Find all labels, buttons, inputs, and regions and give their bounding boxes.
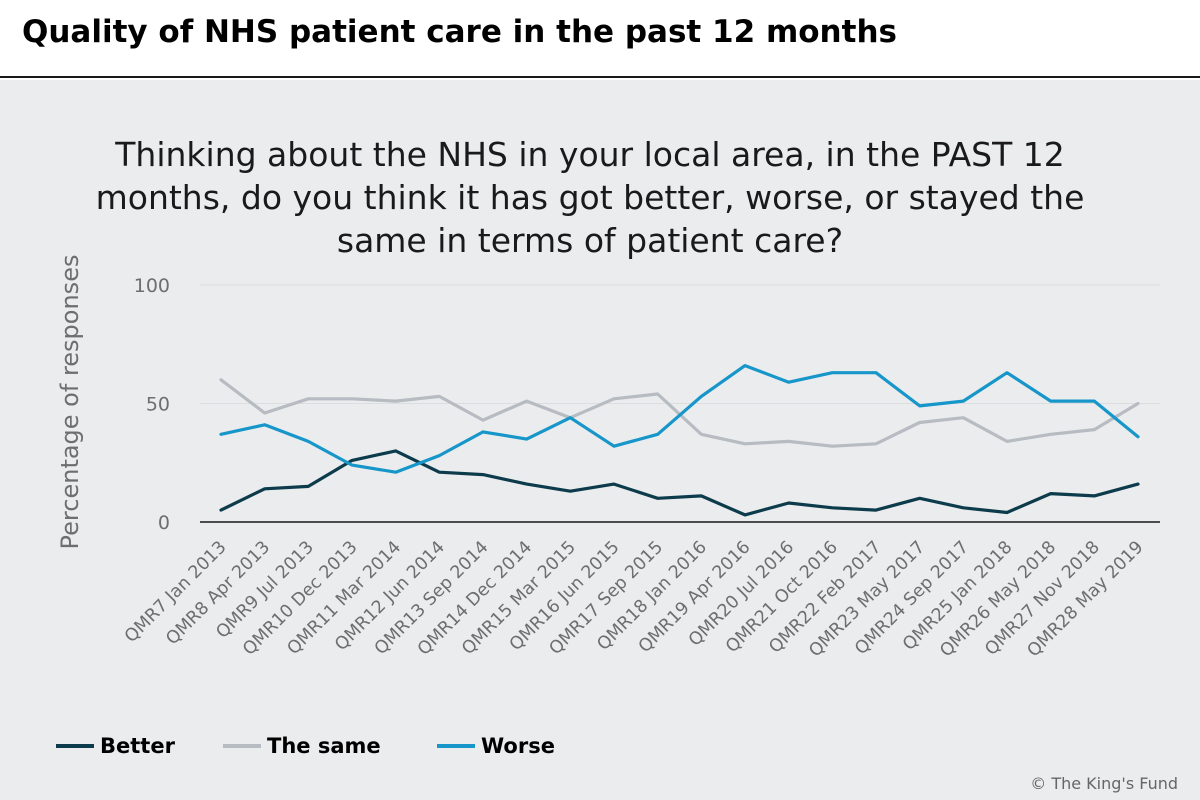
legend-label-worse: Worse (481, 734, 555, 758)
series-line-worse (219, 364, 1140, 474)
y-tick-label: 100 (134, 275, 170, 297)
grid-lines (200, 284, 1160, 523)
legend-swatch-better (56, 744, 94, 748)
y-tick-label: 0 (158, 512, 170, 534)
series-line-better (219, 449, 1140, 517)
chart-question: Thinking about the NHS in your local are… (95, 135, 1085, 260)
y-tick-label: 50 (146, 394, 170, 416)
y-tick-labels: 0 50 100 (134, 275, 170, 534)
page-title: Quality of NHS patient care in the past … (22, 14, 897, 50)
legend-label-same: The same (267, 734, 381, 758)
chart-panel (0, 80, 1200, 800)
legend-label-better: Better (100, 734, 175, 758)
y-axis-label: Percentage of responses (56, 255, 84, 550)
series-lines (219, 364, 1140, 517)
series-line-the-same (219, 378, 1140, 448)
legend-swatch-worse (437, 744, 475, 748)
copyright-notice: © The King's Fund (1030, 774, 1178, 793)
header-bar: Quality of NHS patient care in the past … (0, 0, 1200, 78)
legend-swatch-same (223, 744, 261, 748)
